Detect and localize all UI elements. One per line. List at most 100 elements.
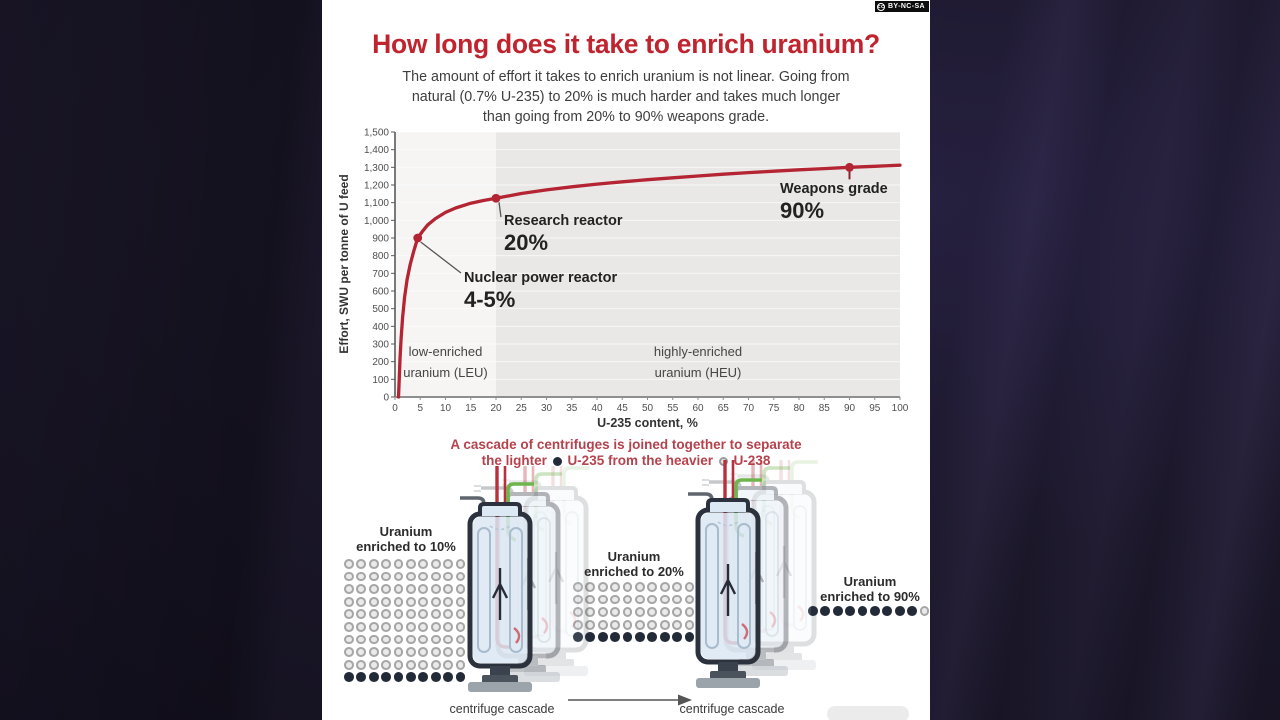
u238-dot [418,584,429,594]
u235-dot [610,632,620,643]
u238-dot [393,584,404,594]
u238-dot [356,659,367,670]
y-tick-label: 200 [372,357,389,368]
u238-dot [393,571,404,582]
group-90pct-title: Uranium enriched to 90% [820,574,920,604]
u235-dot [430,672,441,683]
u238-dot [381,647,391,657]
u238-dot [393,621,404,632]
u238-dot [381,584,391,594]
subtitle-line-3: than going from 20% to 90% weapons grade… [482,109,770,125]
u238-dot [430,609,441,620]
region-label-1: uranium (HEU) [655,365,742,380]
y-tick-label: 100 [372,375,389,386]
data-point-1 [491,193,501,203]
x-tick-label: 100 [892,403,909,414]
y-tick-label: 400 [372,322,389,333]
u238-dot [430,571,441,582]
u238-dot [356,584,367,594]
u235-dot [443,672,453,683]
u238-dot [443,571,453,582]
y-tick-label: 1,000 [364,216,389,227]
u238-dot [344,609,354,620]
data-point-0 [413,233,423,243]
subtitle-line-1: The amount of effort it takes to enrich … [402,69,850,85]
u238-dot [672,594,682,605]
u238-dot [634,582,645,592]
x-tick-label: 35 [566,403,578,414]
u238-dot-icon [718,457,728,466]
u238-dot [418,621,429,632]
u238-dot [381,571,391,582]
u238-dot [356,609,367,620]
cc-license-badge: cc BY-NC-SA [874,1,929,12]
u238-dot [344,584,354,594]
cc-license-label: BY-NC-SA [887,3,925,10]
u238-dot [455,609,466,620]
x-tick-label: 5 [417,403,423,414]
u238-dot [356,571,367,582]
u238-dot [381,621,391,632]
y-tick-label: 0 [383,393,389,404]
u238-dot [647,619,658,630]
u238-dot [344,596,354,607]
u238-dot [381,596,391,607]
u238-dot [659,594,670,605]
u238-dot [356,621,367,632]
u238-dot [597,619,608,630]
u238-dot [405,621,416,632]
u238-dot [684,594,695,605]
u238-dot [430,596,441,607]
u235-dot [405,672,416,683]
subtitle: The amount of effort it takes to enrich … [322,67,930,127]
u238-dot [368,596,379,607]
u238-dot [430,559,441,569]
u235-dot [845,606,855,616]
u238-dot [443,659,453,670]
u238-dot [405,596,416,607]
x-tick-label: 45 [617,403,629,414]
u238-dot [455,584,466,594]
centrifuge-cascade-illustration-1 [460,466,632,702]
enrichment-effort-chart: low-enriched uranium (LEU) highly-enriched… [337,128,909,431]
u238-dot [659,607,670,617]
u238-dot [418,634,429,645]
callout-line [498,202,502,218]
u238-dot [684,582,695,592]
u235-dot [622,632,633,643]
u235-label: U-235 [567,453,605,468]
u235-dot [393,672,404,683]
u238-dot [634,619,645,630]
u238-dot [344,571,354,582]
u238-dot [393,609,404,620]
u238-dot [418,596,429,607]
u238-dot [356,647,367,657]
u235-dot [368,672,379,683]
cascade-1-label: centrifuge cascade [449,702,555,716]
u238-dot [368,559,379,569]
y-tick-label: 1,400 [364,145,389,156]
y-tick-label: 500 [372,304,389,315]
u235-dot [356,672,367,683]
u238-dot [393,647,404,657]
u238-dot [597,594,608,605]
u235-dot [344,672,354,683]
u238-dot [381,659,391,670]
y-tick-label: 1,200 [364,181,389,192]
u238-dot [610,582,620,592]
u238-dot [622,607,633,617]
effort-curve [396,163,902,399]
y-tick-label: 1,500 [364,128,389,139]
region-label-1: highly-enriched [654,344,742,359]
x-tick-label: 20 [490,403,502,414]
u235-dot [455,672,466,683]
cutoff-illustration-fragment [827,706,909,720]
u235-dot [894,606,905,616]
u238-dot [455,647,466,657]
x-tick-label: 30 [541,403,553,414]
u238-dot [356,559,367,569]
u235-dot [634,632,645,643]
u235-dot [684,632,695,643]
y-tick-label: 1,300 [364,163,389,174]
flow-arrow-icon [568,694,692,706]
